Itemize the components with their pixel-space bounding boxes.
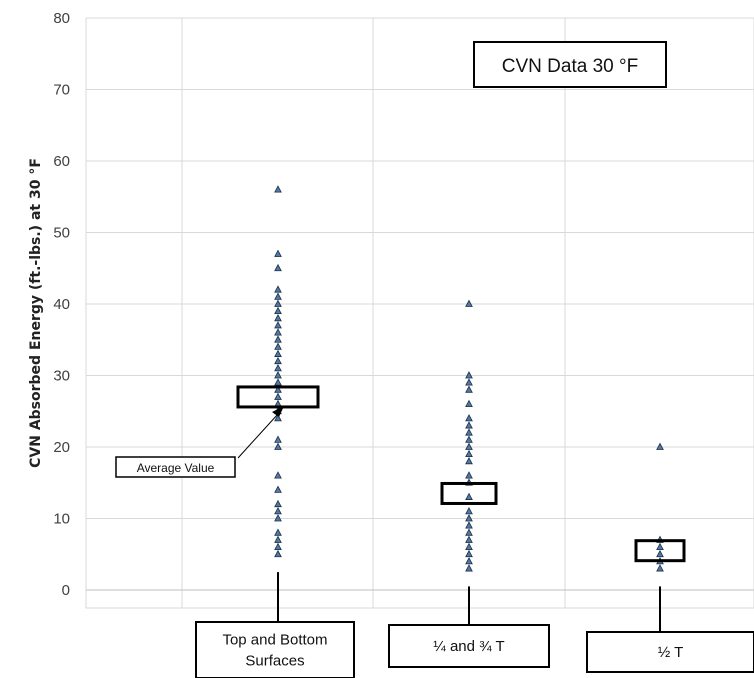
y-tick-0: 0: [62, 582, 70, 599]
data-point-0-29: [274, 528, 282, 536]
data-point-0-27: [274, 507, 282, 515]
data-point-1-21: [465, 549, 473, 558]
data-point-0-24: [274, 471, 282, 479]
category-label-box-0: [195, 621, 355, 678]
average-value-callout: Average Value: [137, 461, 215, 475]
average-box-1: [440, 481, 498, 505]
data-point-0-12: [274, 349, 282, 357]
average-value-arrowhead: [272, 406, 284, 417]
data-point-2-2: [656, 542, 664, 550]
data-point-1-16: [465, 514, 473, 522]
y-tick-40: 40: [53, 296, 70, 313]
data-point-0-1: [274, 249, 282, 257]
data-point-0-8: [274, 321, 282, 329]
data-points: [274, 185, 664, 572]
data-point-0-4: [274, 292, 282, 300]
data-point-1-8: [465, 435, 473, 443]
data-point-1-22: [465, 557, 473, 565]
data-point-1-20: [465, 542, 473, 550]
data-point-0-18: [274, 392, 282, 400]
data-point-0-23: [274, 442, 282, 450]
data-point-0-31: [274, 542, 282, 550]
data-point-1-17: [465, 521, 473, 529]
data-point-1-0: [465, 299, 473, 307]
data-point-1-15: [465, 507, 473, 515]
data-point-1-19: [465, 535, 473, 543]
data-point-0-2: [274, 263, 282, 272]
average-value-callout-box: [115, 456, 236, 478]
category-label-1-line-0: ¼ and ¾ T: [433, 638, 504, 655]
data-point-2-0: [656, 442, 664, 450]
y-tick-labels: 0 10 20 30 40 50 60 70 80: [53, 10, 70, 599]
data-point-1-6: [465, 421, 473, 429]
data-point-0-3: [274, 285, 282, 293]
data-point-0-21: [274, 414, 282, 422]
y-tick-60: 60: [53, 153, 70, 170]
data-point-0-28: [274, 514, 282, 522]
y-axis-label: CVN Absorbed Energy (ft.-lbs.) at 30 °F: [28, 158, 44, 468]
category-label-box-1: [388, 624, 550, 668]
data-point-0-30: [274, 535, 282, 543]
data-point-1-7: [465, 428, 473, 436]
chart-title: CVN Data 30 °F: [502, 56, 638, 77]
data-point-2-3: [656, 549, 664, 558]
category-label-0-line-0: Top and Bottom: [222, 632, 327, 649]
data-point-2-5: [656, 564, 664, 572]
data-point-1-23: [465, 564, 473, 572]
data-point-0-0: [274, 185, 282, 193]
category-label-0-line-1: Surfaces: [245, 653, 304, 670]
data-point-0-32: [274, 549, 282, 558]
data-point-1-2: [465, 378, 473, 386]
data-point-1-18: [465, 528, 473, 536]
data-point-0-26: [274, 499, 282, 508]
data-point-1-9: [465, 442, 473, 450]
data-point-1-14: [465, 492, 473, 500]
y-tick-70: 70: [53, 82, 70, 99]
data-point-0-22: [274, 435, 282, 443]
data-point-1-3: [465, 385, 473, 393]
category-label-box-2: [586, 631, 754, 673]
data-point-0-17: [274, 385, 282, 393]
average-box-0: [236, 385, 320, 409]
data-point-1-5: [465, 414, 473, 422]
data-point-0-16: [274, 378, 282, 386]
data-point-0-10: [274, 335, 282, 343]
average-value-arrow: [237, 413, 279, 459]
vertical-gridlines: [181, 18, 566, 608]
data-point-0-15: [274, 371, 282, 379]
plot-area: [85, 17, 754, 609]
data-point-0-14: [274, 364, 282, 372]
data-point-1-10: [465, 449, 473, 458]
data-point-1-12: [465, 471, 473, 479]
data-point-0-6: [274, 306, 282, 315]
horizontal-gridlines: [86, 17, 754, 591]
data-point-1-11: [465, 456, 473, 465]
average-box-2: [634, 539, 686, 563]
category-connector-lines: [277, 572, 661, 632]
chart-title-box: [473, 41, 667, 88]
category-labels: Top and Bottom Surfaces ¼ and ¾ T ½ T: [195, 621, 754, 678]
data-point-1-1: [465, 371, 473, 379]
data-point-0-7: [274, 313, 282, 322]
y-tick-30: 30: [53, 368, 70, 385]
data-point-0-9: [274, 328, 282, 336]
data-point-0-5: [274, 299, 282, 307]
data-point-0-13: [274, 356, 282, 365]
y-tick-80: 80: [53, 10, 70, 27]
y-tick-10: 10: [53, 511, 70, 528]
data-point-0-11: [274, 342, 282, 350]
data-point-1-4: [465, 399, 473, 408]
data-point-0-25: [274, 485, 282, 493]
y-tick-20: 20: [53, 439, 70, 456]
category-label-2-line-0: ½ T: [658, 644, 684, 661]
average-boxes: [236, 385, 686, 563]
y-tick-50: 50: [53, 225, 70, 242]
